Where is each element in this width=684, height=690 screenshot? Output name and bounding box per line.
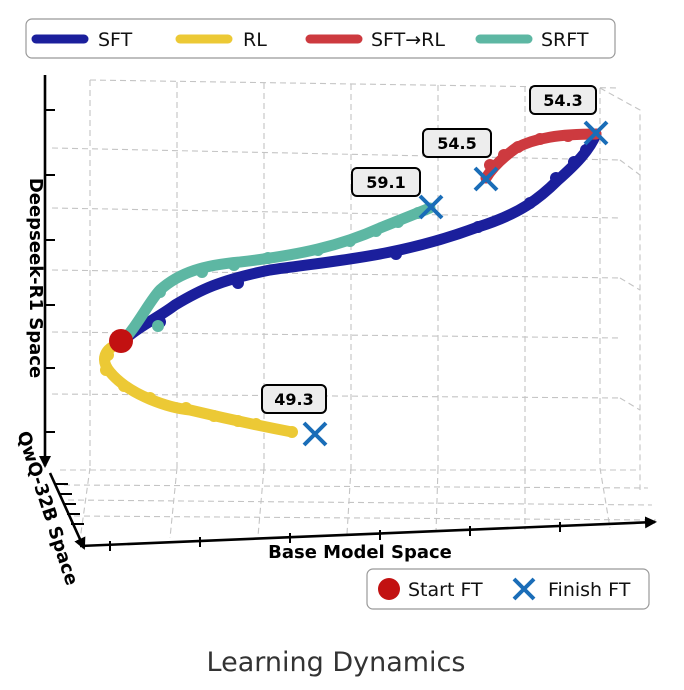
finish-marker-rl [302, 421, 328, 447]
rl-point [102, 349, 114, 361]
value-label-rl: 49.3 [274, 390, 313, 409]
trajectory-points [100, 130, 592, 438]
value-label-sft-rl: 54.5 [437, 134, 476, 153]
value-labels: 49.3 59.1 54.5 54.3 [261, 85, 597, 414]
finish-markers [302, 120, 609, 447]
sft-point [232, 277, 244, 289]
start-marker [109, 329, 133, 353]
grid-line [346, 467, 352, 535]
sft-point [524, 197, 536, 209]
sft-rl-point [484, 159, 496, 171]
finish-marker-sft [583, 120, 609, 146]
srft-trajectory [114, 202, 436, 350]
grid-line [599, 467, 611, 529]
srft-point [154, 286, 166, 298]
grid-line [73, 515, 657, 521]
grid-line [51, 207, 621, 219]
y-axis-label: Deepseek-R1 Space [25, 178, 46, 378]
grid-line [619, 397, 641, 411]
sft-point [550, 172, 562, 184]
legend-label-sft: SFT [98, 29, 133, 51]
rl-point [286, 426, 298, 438]
axes [39, 75, 657, 551]
grid-line [435, 467, 439, 533]
value-box-rl [261, 384, 327, 414]
grid-line [599, 87, 641, 490]
sft-point [568, 156, 580, 168]
sft-point [580, 144, 592, 156]
finish-marker-srft [418, 194, 444, 220]
depth-axis-label: QwQ-32B Space [12, 429, 82, 589]
srft-point [392, 216, 404, 228]
value-label-sft: 54.3 [543, 91, 582, 110]
trajectories [99, 128, 602, 438]
marker-legend: Start FT Finish FT [366, 568, 650, 610]
marker-legend-start-swatch [378, 578, 400, 600]
finish-marker-sft-rl [473, 166, 499, 192]
marker-legend-frame [366, 568, 650, 610]
value-box-srft [351, 167, 421, 197]
sft-rl-point [498, 149, 510, 161]
rl-point [100, 364, 112, 376]
grid-line [63, 484, 649, 489]
marker-legend-finish-label: Finish FT [548, 579, 631, 601]
figure-caption: Learning Dynamics [207, 647, 466, 678]
rl-point [118, 380, 130, 392]
grid-line [619, 277, 641, 291]
grid-line [67, 499, 653, 506]
rl-point [180, 402, 192, 414]
sft-point [472, 221, 484, 233]
legend-label-sft-rl: SFT→RL [371, 29, 445, 51]
marker-legend-finish-swatch [512, 577, 536, 601]
rl-point [250, 418, 262, 430]
grid-line [79, 467, 91, 541]
sft-point [390, 248, 402, 260]
srft-point [228, 259, 240, 271]
grid-line [51, 147, 621, 161]
rl-point [208, 410, 220, 422]
x-axis-label: Base Model Space [268, 542, 452, 563]
grid-line [51, 269, 621, 279]
value-box-sft [529, 85, 597, 115]
sft-rl-point [562, 130, 574, 142]
grid-line [51, 331, 621, 339]
srft-point [152, 320, 164, 332]
value-label-srft: 59.1 [366, 173, 405, 192]
rl-point [144, 392, 156, 404]
legend-label-rl: RL [243, 29, 267, 51]
rl-point [232, 415, 244, 427]
srft-point [262, 252, 274, 264]
srft-point [196, 266, 208, 278]
grid-line [169, 467, 178, 539]
depth-axis-line [48, 472, 86, 550]
sft-rl-point [534, 133, 546, 145]
srft-point [312, 244, 324, 256]
value-box-sft-rl [422, 128, 492, 158]
legend-label-srft: SRFT [541, 29, 589, 51]
grid-line [257, 467, 265, 537]
srft-point [344, 235, 356, 247]
srft-point [370, 225, 382, 237]
marker-legend-start-label: Start FT [408, 579, 483, 601]
legend: SFT RL SFT→RL SRFT [25, 18, 616, 59]
sft-rl-point [512, 141, 524, 153]
grid-line [619, 159, 641, 176]
